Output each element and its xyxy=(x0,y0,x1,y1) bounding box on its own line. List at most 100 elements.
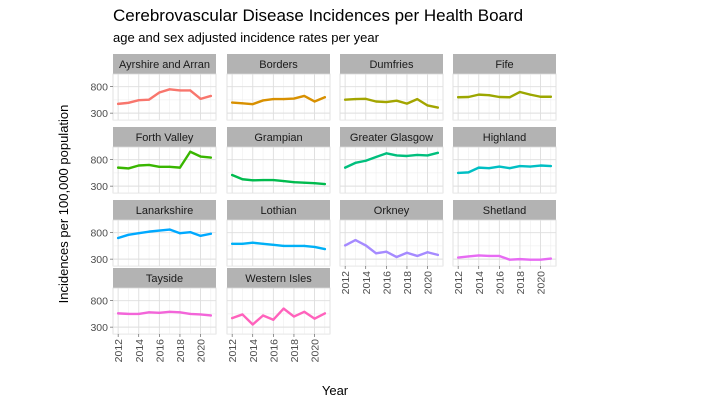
data-point xyxy=(282,307,285,310)
data-point xyxy=(117,166,120,169)
data-point xyxy=(457,256,460,259)
data-point xyxy=(158,311,161,314)
data-point xyxy=(518,258,522,261)
x-axis-title: Year xyxy=(322,383,349,398)
data-point xyxy=(518,164,522,168)
data-point xyxy=(137,99,140,102)
data-point xyxy=(178,232,182,235)
data-point xyxy=(292,315,296,318)
data-point xyxy=(168,88,171,91)
data-point xyxy=(282,244,285,248)
data-point xyxy=(251,179,254,182)
data-point xyxy=(178,89,182,92)
series-line xyxy=(456,90,553,99)
facet-panels: Ayrshire and Arran 300 800 Borders Dumfries F… xyxy=(90,54,557,363)
data-point xyxy=(127,233,130,236)
data-point xyxy=(395,154,398,157)
x-tick-label: 2016 xyxy=(494,271,506,295)
data-point xyxy=(457,171,460,175)
data-point xyxy=(354,238,357,242)
data-point xyxy=(292,97,296,100)
data-point xyxy=(436,106,439,109)
data-point xyxy=(529,93,532,96)
data-point xyxy=(303,181,306,184)
x-tick-label: 2012 xyxy=(340,271,352,295)
data-point xyxy=(477,93,480,96)
data-point xyxy=(241,178,244,181)
facet-strip xyxy=(340,127,443,147)
data-point xyxy=(117,236,120,240)
data-point xyxy=(261,314,265,317)
data-point xyxy=(323,247,326,251)
panel-background xyxy=(452,146,557,194)
data-point xyxy=(303,244,306,248)
data-point xyxy=(374,155,378,159)
data-point xyxy=(178,311,182,314)
x-tick-label: 2016 xyxy=(268,339,280,363)
facet-strip xyxy=(113,54,216,74)
data-point xyxy=(385,250,388,253)
data-point xyxy=(508,167,511,170)
data-point xyxy=(344,244,347,247)
data-point xyxy=(209,232,212,235)
data-point xyxy=(395,99,398,102)
data-point xyxy=(137,164,140,167)
y-tick-label: 800 xyxy=(90,155,108,167)
data-point xyxy=(405,251,409,254)
facet-strip-label: Lothian xyxy=(260,205,296,217)
data-point xyxy=(147,98,151,101)
series-line xyxy=(343,238,440,259)
facet-panel: Orkney 2012 2014 2016 2018 2020 xyxy=(339,200,444,295)
facet-panel: Shetland 2012 2014 2016 2018 2020 xyxy=(452,200,557,295)
data-point xyxy=(467,255,470,258)
data-point xyxy=(477,166,480,169)
data-point xyxy=(487,254,491,258)
data-point xyxy=(457,96,460,99)
data-point xyxy=(426,251,429,254)
panel-background xyxy=(112,287,217,335)
x-tick-label: 2016 xyxy=(381,271,393,295)
facet-strip-label: Shetland xyxy=(483,205,526,217)
facet-panel: Greater Glasgow xyxy=(339,127,444,194)
data-point xyxy=(199,313,202,316)
data-point xyxy=(231,317,234,320)
data-point xyxy=(385,152,388,155)
data-point xyxy=(231,101,234,104)
data-point xyxy=(477,254,480,257)
facet-strip-label: Dumfries xyxy=(369,59,414,71)
y-axis-title: Incidences per 100,000 population xyxy=(56,105,71,304)
series-line xyxy=(116,228,213,240)
data-point xyxy=(272,318,275,321)
y-tick-label: 800 xyxy=(90,82,108,94)
data-point xyxy=(364,244,367,247)
facet-strip xyxy=(340,200,443,220)
data-point xyxy=(199,234,202,237)
data-point xyxy=(303,310,306,313)
data-point xyxy=(261,99,265,102)
facet-panel: Ayrshire and Arran 300 800 xyxy=(90,54,217,121)
data-point xyxy=(539,164,542,167)
facet-strip xyxy=(453,54,556,74)
facet-panel: Lothian xyxy=(226,200,331,267)
data-point xyxy=(354,98,357,101)
data-point xyxy=(199,155,202,158)
x-tick-label: 2014 xyxy=(134,339,146,363)
panel-background xyxy=(339,73,444,121)
series-line xyxy=(456,254,553,261)
data-point xyxy=(323,182,326,186)
data-point xyxy=(199,97,202,100)
data-point xyxy=(251,323,254,326)
data-point xyxy=(487,167,491,170)
data-point xyxy=(209,156,212,159)
data-point xyxy=(436,151,439,154)
series-line xyxy=(116,150,213,170)
data-point xyxy=(147,311,151,314)
data-point xyxy=(539,95,542,98)
data-point xyxy=(549,257,552,260)
facet-strip xyxy=(227,200,330,220)
data-point xyxy=(416,98,419,101)
data-point xyxy=(117,102,120,105)
data-point xyxy=(467,171,470,174)
y-tick-label: 800 xyxy=(90,296,108,308)
data-point xyxy=(292,181,296,184)
